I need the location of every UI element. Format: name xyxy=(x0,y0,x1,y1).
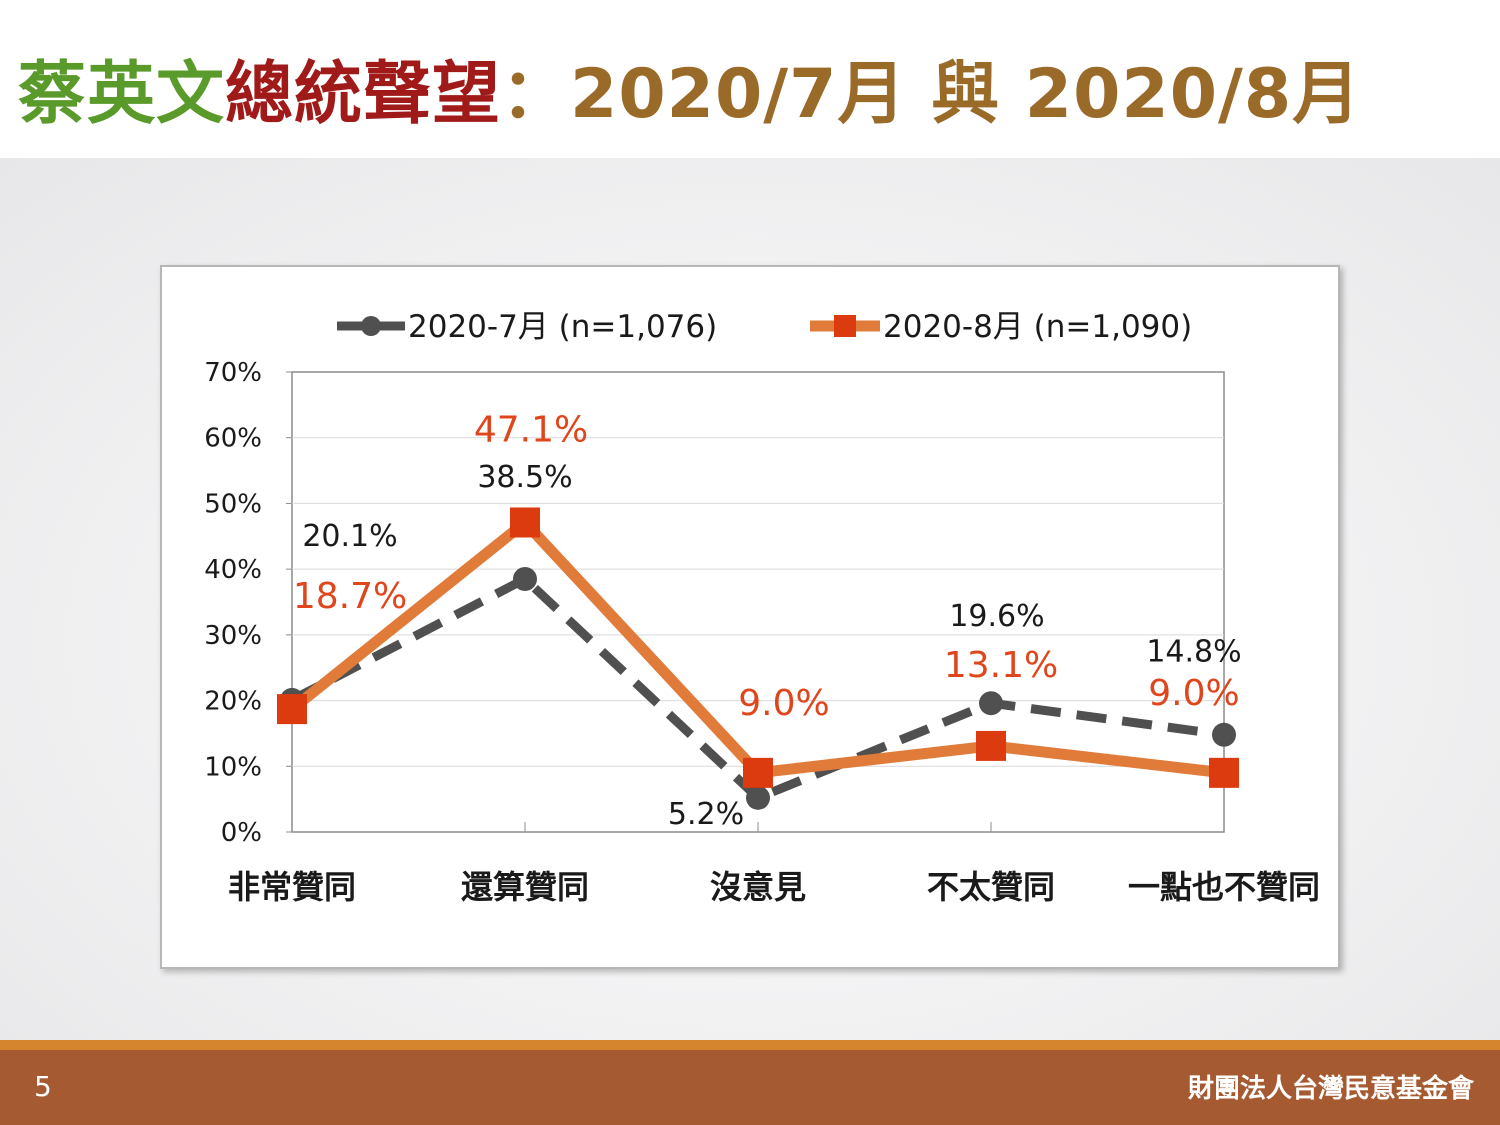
legend-2020-07-label: 2020-7月 (n=1,076) xyxy=(408,309,717,345)
x-tick-label: 一點也不贊同 xyxy=(1128,868,1320,906)
series-2020-08-data-label: 9.0% xyxy=(1148,673,1239,714)
series-2020-07-point xyxy=(1212,722,1236,747)
y-tick-label: 30% xyxy=(204,621,262,651)
y-tick-label: 70% xyxy=(204,358,262,388)
footer: 5 財團法人台灣民意基金會 xyxy=(0,1050,1500,1125)
legend-2020-08-label: 2020-8月 (n=1,090) xyxy=(883,309,1192,345)
x-tick-label: 非常贊同 xyxy=(228,868,356,906)
series-2020-08-data-label: 47.1% xyxy=(474,409,588,450)
series-2020-08-data-label: 18.7% xyxy=(293,576,407,617)
series-2020-07-data-label: 14.8% xyxy=(1146,635,1241,670)
title-period: 2020/7月 與 2020/8月 xyxy=(570,55,1362,134)
legend-2020-07-marker xyxy=(361,316,381,336)
series-2020-07-data-label: 38.5% xyxy=(477,460,572,495)
title-bar: 蔡英文總統聲望：2020/7月 與 2020/8月 xyxy=(0,0,1500,158)
y-tick-label: 40% xyxy=(204,555,262,585)
approval-line-chart: 0% 10% 20% 30% 40% 50% 60% 70% 非常贊同 還算贊同 沒意見 不太贊同 一點… xyxy=(204,309,1320,906)
series-2020-08-point xyxy=(277,694,307,725)
series-2020-08-data-label: 9.0% xyxy=(738,683,829,724)
x-tick-label: 還算贊同 xyxy=(461,868,589,906)
series-2020-08-point xyxy=(976,730,1006,761)
series-2020-07-data-label: 5.2% xyxy=(668,797,744,832)
slide-title: 蔡英文總統聲望：2020/7月 與 2020/8月 xyxy=(18,38,1361,137)
legend-2020-08-marker xyxy=(834,315,856,337)
series-2020-07-point xyxy=(513,567,537,591)
series-2020-08-point xyxy=(510,507,540,538)
y-tick-label: 60% xyxy=(204,424,262,454)
x-tick-label: 不太贊同 xyxy=(927,868,1055,906)
series-2020-08-point xyxy=(1209,757,1239,788)
footer-accent-line xyxy=(0,1040,1500,1050)
organization-name: 財團法人台灣民意基金會 xyxy=(1187,1074,1474,1104)
title-topic: 總統聲望 xyxy=(225,55,502,134)
title-name: 蔡英文 xyxy=(18,55,226,134)
y-tick-label: 0% xyxy=(221,818,262,848)
x-tick-label: 沒意見 xyxy=(710,868,806,906)
series-2020-07-point xyxy=(979,691,1003,716)
series-2020-07-point xyxy=(746,785,770,810)
y-tick-label: 20% xyxy=(204,687,262,717)
y-tick-label: 50% xyxy=(204,489,262,519)
y-tick-label: 10% xyxy=(204,752,262,782)
series-2020-08-data-label: 13.1% xyxy=(944,645,1058,686)
series-2020-07-data-label: 19.6% xyxy=(949,599,1044,634)
series-2020-07-data-label: 20.1% xyxy=(302,519,397,554)
page-number: 5 xyxy=(34,1070,52,1103)
title-colon: ： xyxy=(501,55,571,134)
chart-frame: 0% 10% 20% 30% 40% 50% 60% 70% 非常贊同 還算贊同 沒意見 不太贊同 一點… xyxy=(160,265,1340,969)
series-2020-08-point xyxy=(743,757,773,788)
